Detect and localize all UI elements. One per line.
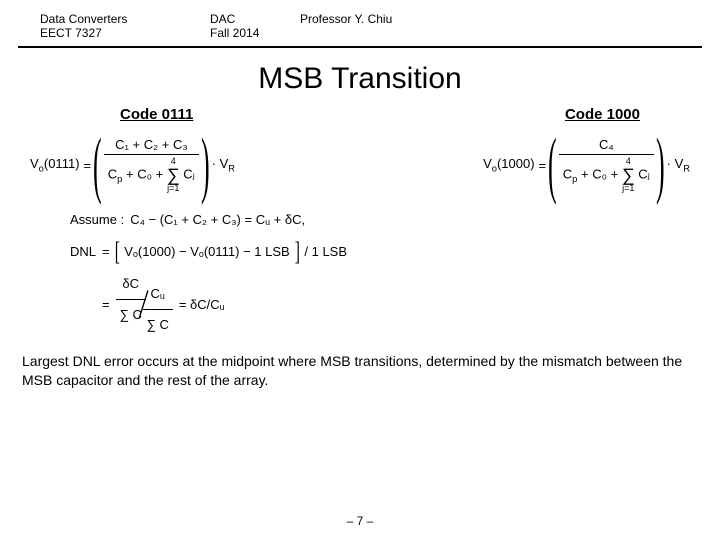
vo-label: Vo(0111) <box>30 156 80 174</box>
code-left: Code 0111 <box>120 106 193 123</box>
page-number: – 7 – <box>0 514 720 528</box>
lparen-icon: ( <box>548 133 557 197</box>
result-line: = δC∑ C ⁄ Cᵤ∑ C = δC/Cᵤ <box>70 271 660 338</box>
summation: 4 ∑ j=1 <box>167 157 180 193</box>
dnl-line: DNL = [ Vₒ(1000) − Vₒ(0111) − 1 LSB ] / … <box>70 239 660 265</box>
assume-label: Assume : <box>70 207 124 233</box>
header-mid: DAC Fall 2014 <box>210 12 300 40</box>
equation-0111: Vo(0111) = ( C₁ + C₂ + C₃ Cp + C₀ + 4 ∑ … <box>30 133 235 197</box>
denominator: Cp + C₀ + 4 ∑ j=1 Cⱼ <box>104 154 199 193</box>
denominator: Cp + C₀ + 4 ∑ j=1 Cⱼ <box>559 154 654 193</box>
lparen-icon: ( <box>93 133 102 197</box>
rparen-icon: ) <box>201 133 210 197</box>
rparen-icon: ) <box>656 133 665 197</box>
lbracket-icon: [ <box>114 242 119 262</box>
equation-1000: Vo(1000) = ( C₄ Cp + C₀ + 4 ∑ j=1 Cⱼ ) ·… <box>483 133 690 197</box>
rbracket-icon: ] <box>294 242 299 262</box>
assume-line: Assume : C₄ − (C₁ + C₂ + C₃) = Cᵤ + δC, <box>70 207 660 233</box>
header-right: Professor Y. Chiu <box>300 12 680 40</box>
equations-row: Vo(0111) = ( C₁ + C₂ + C₃ Cp + C₀ + 4 ∑ … <box>0 133 720 197</box>
code-labels: Code 0111 Code 1000 <box>0 106 720 123</box>
equals: = <box>102 239 110 265</box>
dnl-label: DNL <box>70 239 96 265</box>
summation: 4 ∑ j=1 <box>622 157 635 193</box>
vo-label: Vo(1000) <box>483 156 534 174</box>
course-title: Data Converters <box>40 12 210 26</box>
equals: = <box>539 158 547 173</box>
derivation-block: Assume : C₄ − (C₁ + C₂ + C₃) = Cᵤ + δC, … <box>0 197 720 338</box>
fraction: C₁ + C₂ + C₃ Cp + C₀ + 4 ∑ j=1 Cⱼ <box>104 137 199 193</box>
slide-header: Data Converters EECT 7327 DAC Fall 2014 … <box>18 0 702 48</box>
conclusion-text: Largest DNL error occurs at the midpoint… <box>0 344 720 398</box>
slash-fraction-1: δC∑ C ⁄ Cᵤ∑ C <box>116 271 173 338</box>
code-right: Code 1000 <box>565 106 640 123</box>
equals: = <box>102 292 110 318</box>
professor: Professor Y. Chiu <box>300 12 680 26</box>
dnl-inner: Vₒ(1000) − Vₒ(0111) − 1 LSB <box>124 239 289 265</box>
term: Fall 2014 <box>210 26 300 40</box>
vr-label: · VR <box>667 156 690 174</box>
dnl-divisor: / 1 LSB <box>304 239 347 265</box>
vr-label: · VR <box>212 156 235 174</box>
slide-title: MSB Transition <box>0 62 720 96</box>
fraction: C₄ Cp + C₀ + 4 ∑ j=1 Cⱼ <box>559 137 654 193</box>
equals: = <box>84 158 92 173</box>
numerator: C₄ <box>595 137 618 154</box>
numerator: C₁ + C₂ + C₃ <box>111 137 192 154</box>
assume-expr: C₄ − (C₁ + C₂ + C₃) = Cᵤ + δC, <box>130 207 305 233</box>
topic: DAC <box>210 12 300 26</box>
course-code: EECT 7327 <box>40 26 210 40</box>
result-final: = δC/Cᵤ <box>179 292 225 318</box>
header-left: Data Converters EECT 7327 <box>40 12 210 40</box>
